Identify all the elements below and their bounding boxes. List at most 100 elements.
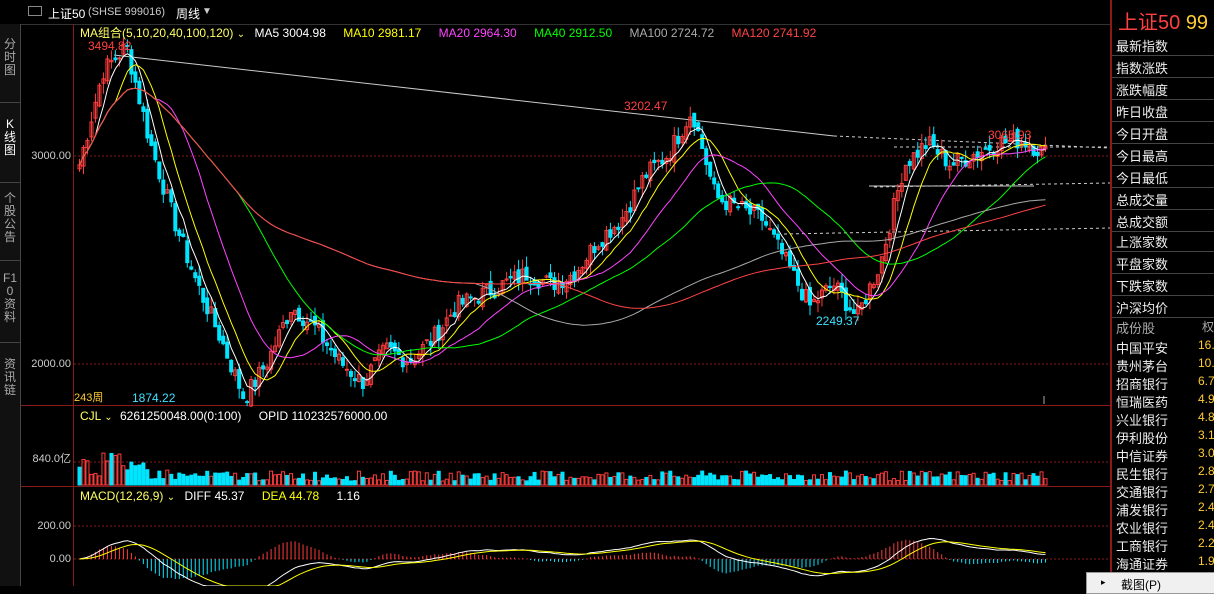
- component-name[interactable]: 交通银行: [1116, 485, 1169, 500]
- volume-bar: [592, 479, 597, 486]
- component-name[interactable]: 贵州茅台: [1116, 359, 1169, 374]
- volume-bar: [636, 479, 641, 486]
- candle-body: [1035, 151, 1040, 157]
- component-name[interactable]: 兴业银行: [1116, 413, 1169, 428]
- candle-body: [967, 162, 972, 169]
- component-name[interactable]: 工商银行: [1116, 539, 1169, 554]
- macd-name[interactable]: MACD(12,26,9): [80, 489, 164, 503]
- candle-body: [153, 141, 158, 161]
- volume-bar: [384, 479, 389, 486]
- candle-body: [249, 379, 254, 407]
- volume-value: 6261250048.00(0:100): [119, 409, 242, 423]
- candle-body: [796, 268, 801, 286]
- candle-body: [544, 275, 549, 278]
- chevron-down-icon[interactable]: ⌄: [236, 29, 246, 40]
- volume-bar: [596, 473, 601, 486]
- candle-body: [903, 164, 908, 181]
- candle-body: [320, 320, 325, 343]
- chevron-down-icon[interactable]: ⌄: [104, 412, 113, 423]
- candle-body: [764, 221, 769, 226]
- volume-bar: [768, 474, 773, 486]
- menu-icon[interactable]: [28, 6, 42, 16]
- volume-bar: [624, 478, 629, 486]
- candle-body: [328, 347, 333, 351]
- volume-bar: [528, 476, 533, 486]
- volume-bar: [169, 473, 174, 486]
- volume-bar: [851, 479, 856, 486]
- volume-bar: [676, 476, 681, 486]
- volume-bar: [448, 472, 453, 486]
- candle-body: [468, 296, 473, 299]
- volume-bar: [129, 461, 134, 486]
- tab-announcements[interactable]: 个股公告: [3, 191, 16, 244]
- volume-bar: [620, 472, 625, 486]
- macd-lines: [79, 537, 1046, 586]
- chevron-down-icon[interactable]: ▼: [202, 6, 212, 17]
- volume-bar: [843, 470, 848, 486]
- arrow-icon: ▸: [1101, 577, 1106, 587]
- volume-bar: [947, 471, 952, 486]
- candle-body: [680, 136, 685, 144]
- volume-bar: [265, 479, 270, 486]
- volume-bar: [161, 478, 166, 486]
- ma-group-label[interactable]: MA组合(5,10,20,40,100,120): [80, 26, 234, 40]
- component-name[interactable]: 海通证券: [1116, 557, 1169, 572]
- candle-body: [400, 357, 405, 368]
- volume-bar: [504, 474, 509, 486]
- component-name[interactable]: 中国平安: [1116, 341, 1169, 356]
- macd-diff-line: [79, 537, 1046, 586]
- component-name[interactable]: 民生银行: [1116, 467, 1169, 482]
- volume-bar: [975, 477, 980, 486]
- ma40-line: [79, 87, 1046, 356]
- candle-body: [971, 154, 976, 162]
- candle-body: [800, 288, 805, 301]
- volume-bar: [241, 476, 246, 486]
- candle-body: [105, 58, 110, 82]
- kline-chart[interactable]: 3494.82 3202.47 3065.93 1874.22 2249.37 …: [74, 24, 1110, 586]
- component-name[interactable]: 伊利股份: [1116, 431, 1169, 446]
- period-selector[interactable]: 周线: [176, 7, 201, 21]
- volume-bar: [804, 479, 808, 486]
- volume-bar: [640, 478, 645, 486]
- volume-bar: [827, 472, 832, 486]
- component-name[interactable]: 招商银行: [1116, 377, 1169, 392]
- volume-bar: [979, 478, 984, 486]
- candle-body: [807, 287, 812, 306]
- component-name[interactable]: 中信证券: [1116, 449, 1169, 464]
- volume-bar: [879, 472, 884, 486]
- volume-bar: [939, 473, 944, 486]
- volume-bar: [632, 476, 637, 486]
- volume-bar: [352, 480, 357, 486]
- candle-body: [372, 357, 377, 362]
- candle-body: [344, 368, 349, 371]
- candle-body: [827, 285, 832, 288]
- candle-body: [644, 174, 649, 178]
- component-name[interactable]: 恒瑞医药: [1116, 395, 1169, 410]
- screenshot-menu-item[interactable]: 截图(P): [1121, 578, 1161, 592]
- component-weight: 2.4: [1198, 500, 1214, 514]
- volume-bar: [201, 475, 206, 486]
- volume-bar: [887, 480, 892, 486]
- candle-body: [261, 365, 266, 370]
- tab-intraday[interactable]: 分时图: [3, 37, 16, 77]
- component-weight: 2.7: [1198, 482, 1214, 496]
- panel-title: 上证50 99: [1118, 12, 1209, 34]
- stat-label: 总成交额: [1116, 215, 1169, 230]
- components-header: 成份股: [1116, 321, 1156, 336]
- tab-f10[interactable]: F10资料: [2, 271, 17, 324]
- chevron-down-icon[interactable]: ⌄: [166, 492, 176, 503]
- component-name[interactable]: 浦发银行: [1116, 503, 1169, 518]
- volume-bar: [376, 479, 381, 486]
- candle-body: [604, 229, 609, 251]
- candle-body: [237, 369, 242, 389]
- volume-bar: [185, 475, 190, 486]
- candle-body: [1003, 135, 1008, 144]
- candle-body: [508, 276, 513, 279]
- candle-body: [352, 378, 357, 382]
- tab-kline[interactable]: K线图: [3, 117, 16, 157]
- component-name[interactable]: 农业银行: [1116, 521, 1169, 536]
- volume-name[interactable]: CJL: [80, 409, 101, 423]
- stat-label: 总成交量: [1116, 193, 1169, 208]
- volume-bar: [835, 476, 840, 486]
- tab-news[interactable]: 资讯链: [3, 357, 16, 397]
